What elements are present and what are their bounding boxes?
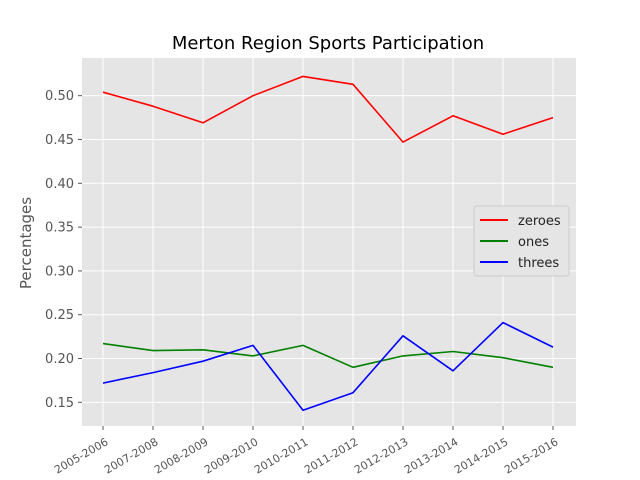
x-tick-label: 2012-2013 [352,435,410,476]
legend: zeroes ones threes [473,205,570,277]
x-tick-label: 2011-2012 [302,435,360,476]
series-lines [102,75,554,412]
x-tick-label: 2005-2006 [52,435,110,476]
y-tick-label: 0.40 [45,177,74,192]
x-tick-label: 2009-2010 [202,435,260,476]
y-axis-ticks: 0.15 0.20 0.25 0.30 0.35 0.40 0.45 0.50 [45,89,82,411]
legend-label-threes: threes [518,256,559,271]
series-line-threes [102,321,554,412]
y-tick-label: 0.20 [45,352,74,367]
y-axis-label: Percentages [17,197,35,289]
x-tick-label: 2015-2016 [502,435,560,476]
series-line-ones [102,342,554,369]
y-tick-label: 0.50 [45,89,74,104]
legend-box [473,205,570,277]
x-tick-label: 2008-2009 [152,435,210,476]
grid [82,58,576,426]
y-tick-label: 0.45 [45,133,74,148]
series-line-zeroes [102,75,554,143]
x-tick-label: 2007-2008 [102,435,160,476]
x-axis-ticks: 2005-20062007-20082008-20092009-20102010… [52,426,561,477]
x-tick-label: 2014-2015 [452,435,510,476]
chart-title: Merton Region Sports Participation [172,33,484,54]
legend-label-zeroes: zeroes [518,214,561,229]
y-tick-label: 0.35 [45,221,74,236]
y-tick-label: 0.25 [45,308,74,323]
y-tick-label: 0.15 [45,396,74,411]
y-tick-label: 0.30 [45,264,74,279]
x-tick-label: 2013-2014 [402,435,460,476]
x-tick-label: 2010-2011 [252,435,310,476]
legend-label-ones: ones [518,235,549,250]
